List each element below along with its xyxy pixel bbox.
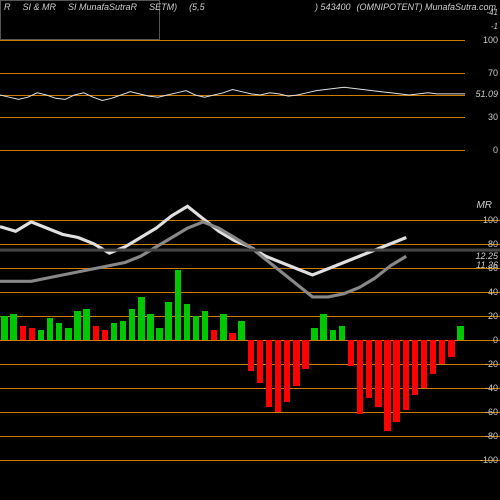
mini-v1: -41: [486, 8, 498, 17]
mini-chart: [0, 0, 500, 500]
mini-panel: -41 -1: [0, 0, 160, 40]
mini-v2: -1: [491, 22, 498, 31]
